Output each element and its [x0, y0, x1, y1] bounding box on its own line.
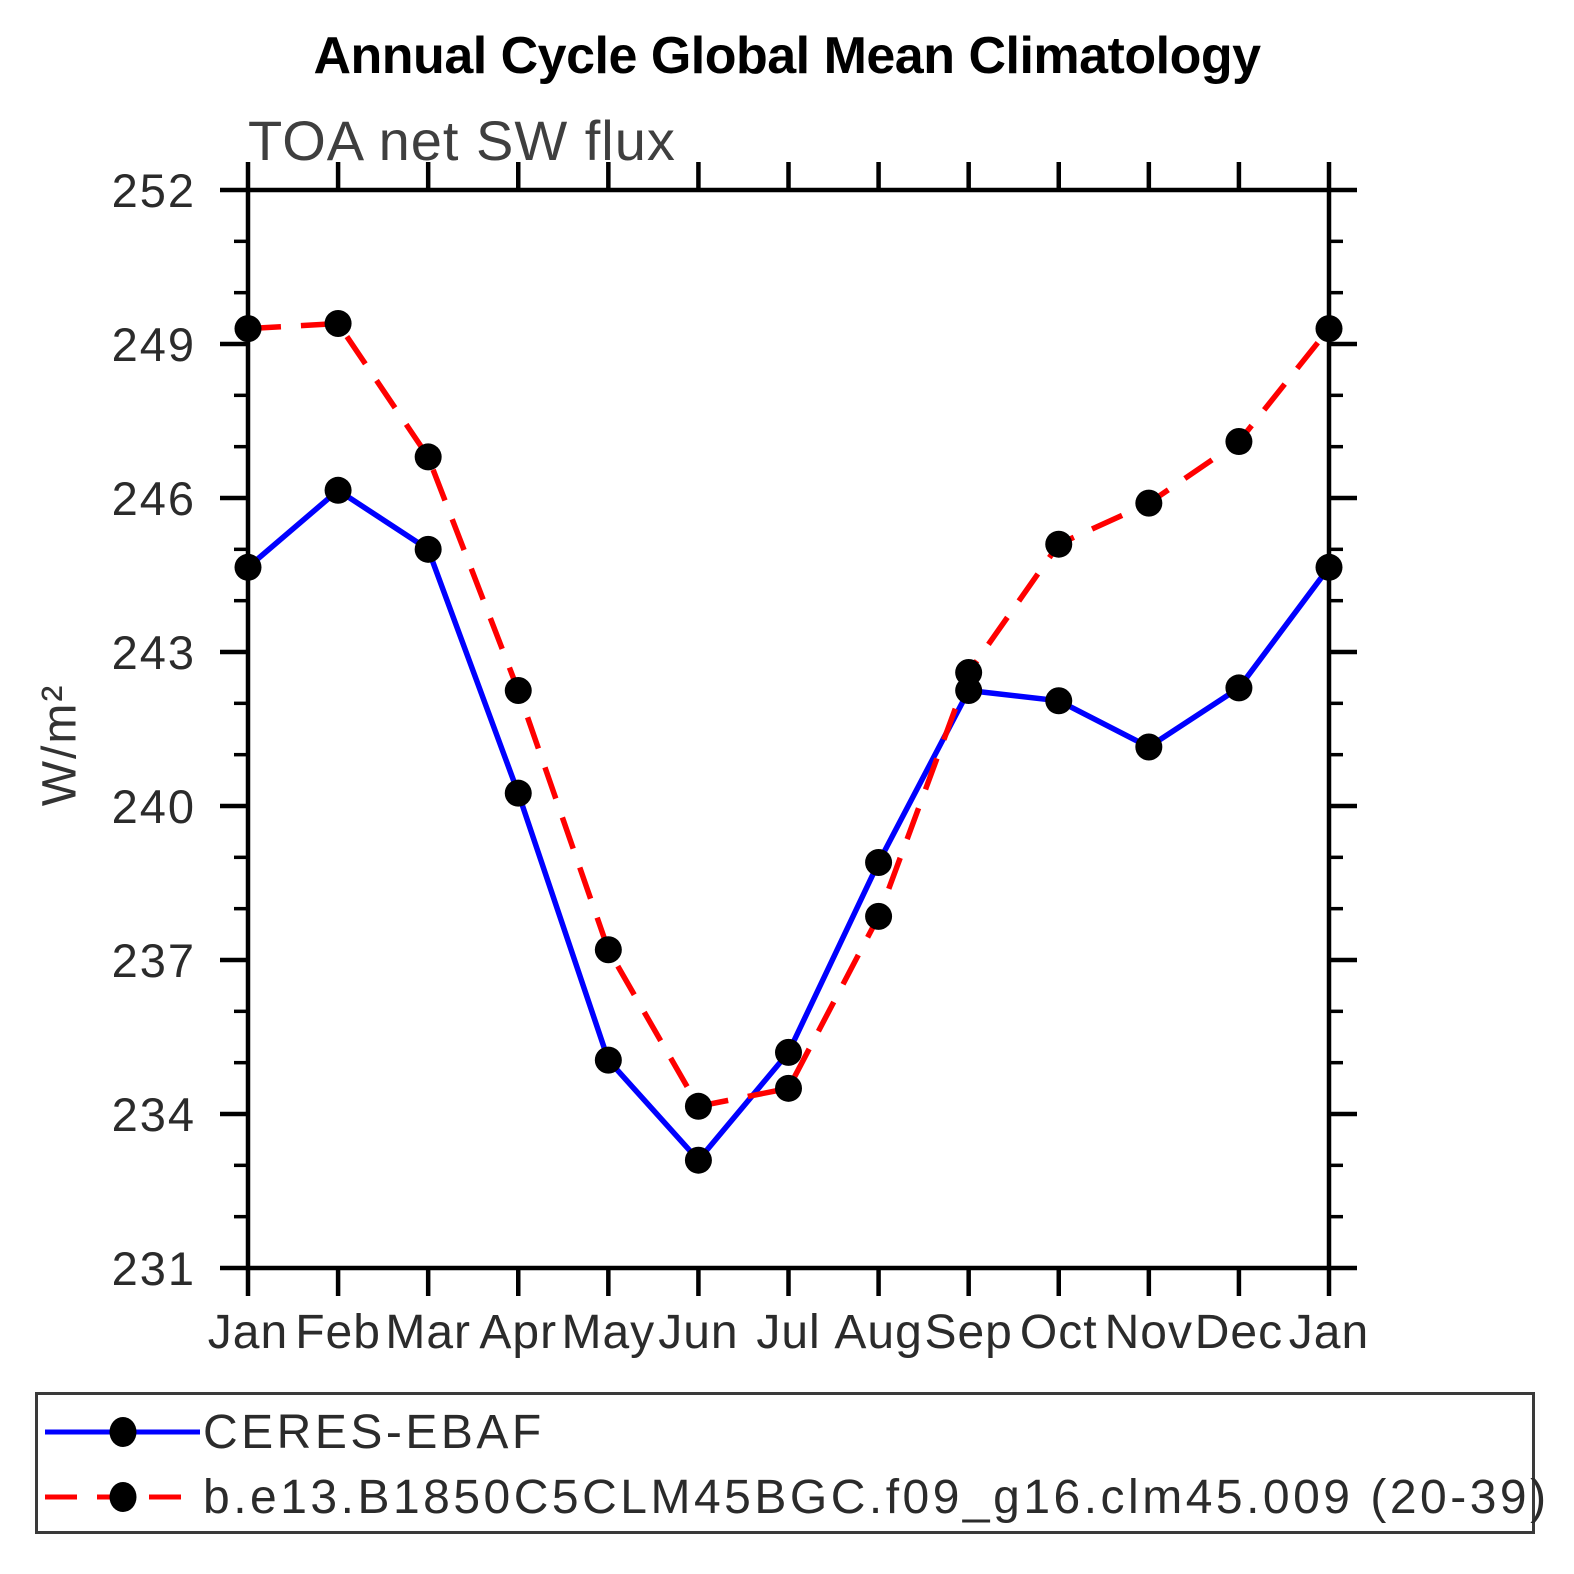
x-tick-label: May [561, 1306, 655, 1359]
x-tick-label: Jan [1289, 1306, 1369, 1359]
legend-label-model: b.e13.B1850C5CLM45BGC.f09_g16.clm45.009 … [203, 1470, 1550, 1524]
series-1-marker [234, 315, 262, 343]
x-tick-label: Sep [924, 1306, 1012, 1359]
series-line-1 [247, 320, 1332, 1110]
x-tick-label: Dec [1195, 1306, 1283, 1359]
series-0-marker [504, 779, 532, 807]
series-1-marker [504, 677, 532, 704]
series-1-marker [955, 659, 983, 687]
x-tick-label: Mar [385, 1306, 471, 1359]
series-0-marker [775, 1038, 802, 1066]
series-1-marker [1045, 530, 1073, 558]
series-0-marker [684, 1146, 712, 1174]
series-0-marker [1225, 674, 1253, 702]
series-0-marker [324, 476, 352, 504]
series-1-marker [1135, 489, 1163, 517]
y-tick-label: 231 [112, 1242, 196, 1295]
series-1-marker [324, 309, 352, 337]
x-tick-label: Jul [756, 1306, 820, 1359]
series-0-marker [414, 535, 442, 563]
series-0-marker [1045, 687, 1073, 715]
legend-marker-dot [109, 1482, 137, 1512]
legend-marker-dot [109, 1417, 137, 1447]
y-tick-label: 246 [112, 472, 196, 525]
chart-subtitle: TOA net SW flux [248, 109, 676, 172]
legend-line-sample-ceres [45, 1408, 200, 1456]
x-tick-label: Feb [295, 1306, 381, 1359]
y-tick-label: 249 [112, 318, 196, 371]
x-tick-label: Oct [1020, 1306, 1098, 1359]
legend-label-ceres: CERES-EBAF [203, 1405, 545, 1459]
series-1-marker [684, 1092, 712, 1120]
series-1-marker [594, 936, 622, 964]
chart-title: Annual Cycle Global Mean Climatology [313, 27, 1261, 85]
x-tick-label: Nov [1105, 1306, 1193, 1359]
series-1-marker [865, 902, 893, 930]
series-1-marker [414, 443, 442, 471]
series-1-marker [1315, 315, 1343, 343]
series-0-marker [594, 1046, 622, 1074]
y-tick-label: 234 [112, 1088, 196, 1141]
y-tick-label: 237 [112, 934, 196, 987]
plot-frame [245, 187, 1332, 1271]
x-tick-label: Aug [834, 1306, 922, 1359]
x-tick-label: Apr [479, 1306, 557, 1359]
x-tick-label: Jan [208, 1306, 288, 1359]
series-0-marker [1315, 553, 1343, 581]
y-tick-label: 243 [112, 626, 196, 679]
y-tick-label: 252 [112, 164, 196, 217]
series-0-marker [1135, 733, 1163, 761]
legend-line-sample-model [45, 1473, 200, 1521]
x-tick-label: Jun [658, 1306, 738, 1359]
y-tick-label: 240 [112, 780, 196, 833]
legend-entry-model: b.e13.B1850C5CLM45BGC.f09_g16.clm45.009 … [45, 1471, 1550, 1524]
series-0-marker [234, 553, 262, 581]
series-1-marker [775, 1074, 802, 1102]
series-0-marker [865, 848, 893, 876]
legend-entry-ceres: CERES-EBAF [45, 1406, 545, 1459]
series-1-marker [1225, 428, 1253, 456]
legend-box: CERES-EBAF b.e13.B1850C5CLM45BGC.f09_g16… [35, 1392, 1546, 1534]
